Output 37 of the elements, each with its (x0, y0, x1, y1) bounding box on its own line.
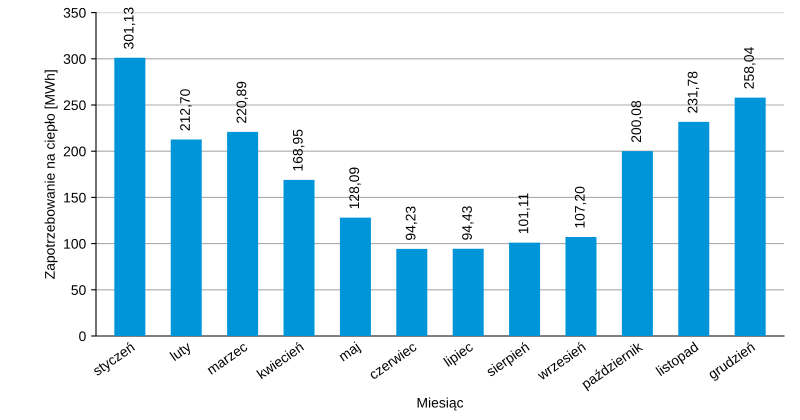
y-tick-label: 300 (64, 54, 86, 64)
x-axis-title: Miesiąc (418, 397, 464, 410)
data-label: 258,04 (744, 47, 756, 89)
bar (170, 139, 202, 336)
data-label: 107,20 (574, 186, 586, 228)
bar (114, 58, 146, 336)
data-label: 231,78 (688, 72, 700, 113)
bar (509, 242, 540, 336)
bar (284, 180, 315, 336)
y-tick-label: 200 (64, 146, 86, 156)
bar (734, 98, 766, 336)
data-label: 101,11 (518, 193, 530, 234)
data-label: 200,08 (631, 100, 643, 142)
data-label: 301,13 (124, 8, 136, 49)
bar (396, 248, 428, 336)
bar (227, 132, 258, 336)
y-tick-label: 150 (64, 192, 86, 203)
data-label: 220,89 (236, 82, 248, 123)
y-tick-label: 50 (71, 285, 86, 295)
y-tick-label: 0 (79, 331, 86, 342)
data-label: 94,43 (462, 206, 474, 240)
bar (565, 236, 596, 336)
data-label: 212,70 (180, 89, 192, 130)
bar (678, 122, 710, 336)
y-tick-label: 350 (64, 8, 86, 18)
x-tick-label: lipiec (443, 341, 476, 370)
y-axis-title: Zapotrzebowanie na ciepło [MWh] (44, 70, 58, 279)
bar (340, 218, 371, 336)
bar (622, 151, 653, 336)
data-label: 128,09 (349, 167, 361, 208)
y-tick-label: 250 (64, 100, 86, 110)
data-label: 94,23 (406, 206, 418, 240)
bar (452, 248, 484, 336)
x-tick-label: maj (338, 341, 362, 364)
y-tick-label: 100 (64, 238, 86, 249)
x-tick-label: luty (169, 340, 194, 364)
data-label: 168,95 (292, 130, 304, 170)
